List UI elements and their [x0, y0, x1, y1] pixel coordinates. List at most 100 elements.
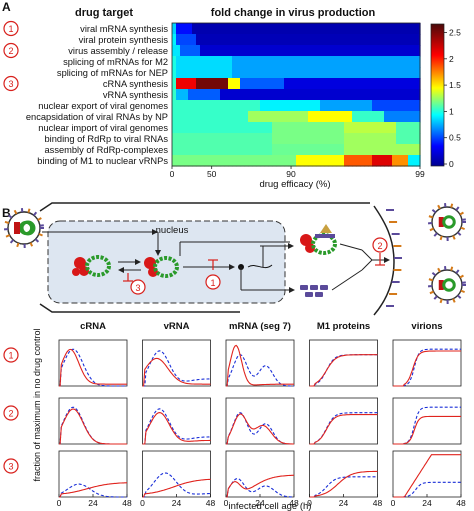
heatmap-cell	[308, 45, 313, 57]
heatmap-cell	[396, 133, 401, 145]
heatmap-cell	[212, 45, 217, 57]
heatmap-cell	[340, 111, 345, 123]
heatmap-cell	[376, 100, 381, 112]
heatmap-cell	[296, 122, 301, 134]
mrna-strand	[247, 264, 273, 269]
plot-x-tick: 24	[255, 498, 265, 508]
heatmap-cell	[348, 56, 353, 68]
control-curve	[393, 348, 461, 387]
heatmap-cell	[212, 133, 217, 145]
heatmap-cell	[176, 133, 181, 145]
drug-curve	[59, 408, 127, 445]
heatmap-cell	[276, 122, 281, 134]
heatmap-cell	[304, 67, 309, 79]
heatmap-cell	[344, 155, 349, 167]
heatmap-cell	[244, 111, 249, 123]
circled-number-text: 1	[8, 24, 13, 34]
heatmap-cell	[404, 144, 409, 156]
heatmap-cell	[304, 122, 309, 134]
heatmap-cell	[340, 56, 345, 68]
plot-column-title: M1 proteins	[317, 321, 370, 332]
heatmap-cell	[384, 23, 389, 35]
heatmap-cell	[368, 23, 373, 35]
heatmap-cell	[352, 34, 357, 46]
heatmap-cell	[332, 133, 337, 145]
heatmap-cell	[256, 34, 261, 46]
heatmap-cell	[248, 45, 253, 57]
heatmap-cell	[300, 111, 305, 123]
heatmap-cell	[340, 23, 345, 35]
heatmap-cell	[268, 67, 273, 79]
heatmap-cell	[228, 144, 233, 156]
heatmap-cell	[352, 89, 357, 101]
heatmap-cell	[272, 34, 277, 46]
inhibitor-3-marker	[130, 279, 146, 295]
heatmap-cell	[400, 144, 405, 156]
heatmap-cell	[376, 56, 381, 68]
heatmap-cell	[392, 34, 397, 46]
drug-curve	[142, 357, 211, 387]
heatmap-cell	[268, 155, 273, 167]
heatmap-cell	[360, 122, 365, 134]
heatmap-cell	[228, 45, 233, 57]
heatmap-cell	[376, 111, 381, 123]
heatmap-cell	[328, 133, 333, 145]
heatmap-cell	[384, 111, 389, 123]
heatmap-cell	[248, 111, 253, 123]
heatmap-cell	[392, 67, 397, 79]
heatmap-cell	[216, 100, 221, 112]
heatmap-cell	[224, 89, 229, 101]
heatmap-cell	[284, 34, 289, 46]
heatmap-cell	[400, 155, 405, 167]
heatmap-x-ticks: 0 50 90 99	[170, 166, 425, 179]
heatmap-cell	[204, 34, 209, 46]
time-course-plot	[392, 339, 462, 387]
heatmap-cell	[368, 144, 373, 156]
drug-target-label: binding of M1 to nuclear vRNPs	[37, 156, 168, 166]
heatmap-cell	[260, 34, 265, 46]
heatmap-cell	[228, 23, 233, 35]
heatmap-cell	[184, 34, 189, 46]
inhibitor-1-label: 1	[210, 278, 215, 288]
heatmap-cell	[296, 67, 301, 79]
heatmap-cell	[256, 78, 261, 90]
heatmap-cell	[272, 155, 277, 167]
drug-target-label: nuclear import of viral genomes	[38, 123, 168, 133]
heatmap-cell	[276, 100, 281, 112]
heatmap-cell	[236, 155, 241, 167]
heatmap-cell	[296, 34, 301, 46]
budding-membrane	[373, 205, 395, 316]
heatmap-cell	[240, 56, 245, 68]
heatmap-cell	[412, 45, 417, 57]
inhibitor-2-label: 2	[377, 241, 382, 251]
heatmap-cell	[272, 78, 277, 90]
heatmap-cell	[368, 45, 373, 57]
inhibitor-3-label: 3	[135, 283, 140, 293]
plot-column-title: virions	[411, 321, 442, 332]
heatmap-cell	[276, 23, 281, 35]
control-curve	[226, 354, 294, 387]
heatmap-cell	[364, 155, 369, 167]
heatmap-cell	[320, 122, 325, 134]
plot-x-tick: 0	[140, 498, 145, 508]
heatmap-cell	[216, 89, 221, 101]
heatmap-cell	[224, 144, 229, 156]
heatmap-cell	[320, 45, 325, 57]
heatmap-cell	[192, 78, 197, 90]
heatmap-cell	[408, 122, 413, 134]
time-course-plot	[58, 450, 128, 498]
heatmap-cell	[252, 144, 257, 156]
heatmap-cell	[200, 23, 205, 35]
heatmap-cell	[220, 34, 225, 46]
heatmap-cell	[280, 23, 285, 35]
heatmap-cell	[276, 111, 281, 123]
heatmap-cell	[176, 67, 181, 79]
heatmap-cell	[388, 23, 393, 35]
heatmap-cell	[356, 122, 361, 134]
heatmap-cell	[324, 111, 329, 123]
heatmap-cell	[264, 45, 269, 57]
heatmap-cell	[240, 111, 245, 123]
heatmap-cell	[272, 89, 277, 101]
heatmap-cell	[364, 122, 369, 134]
heatmap-cell	[204, 133, 209, 145]
